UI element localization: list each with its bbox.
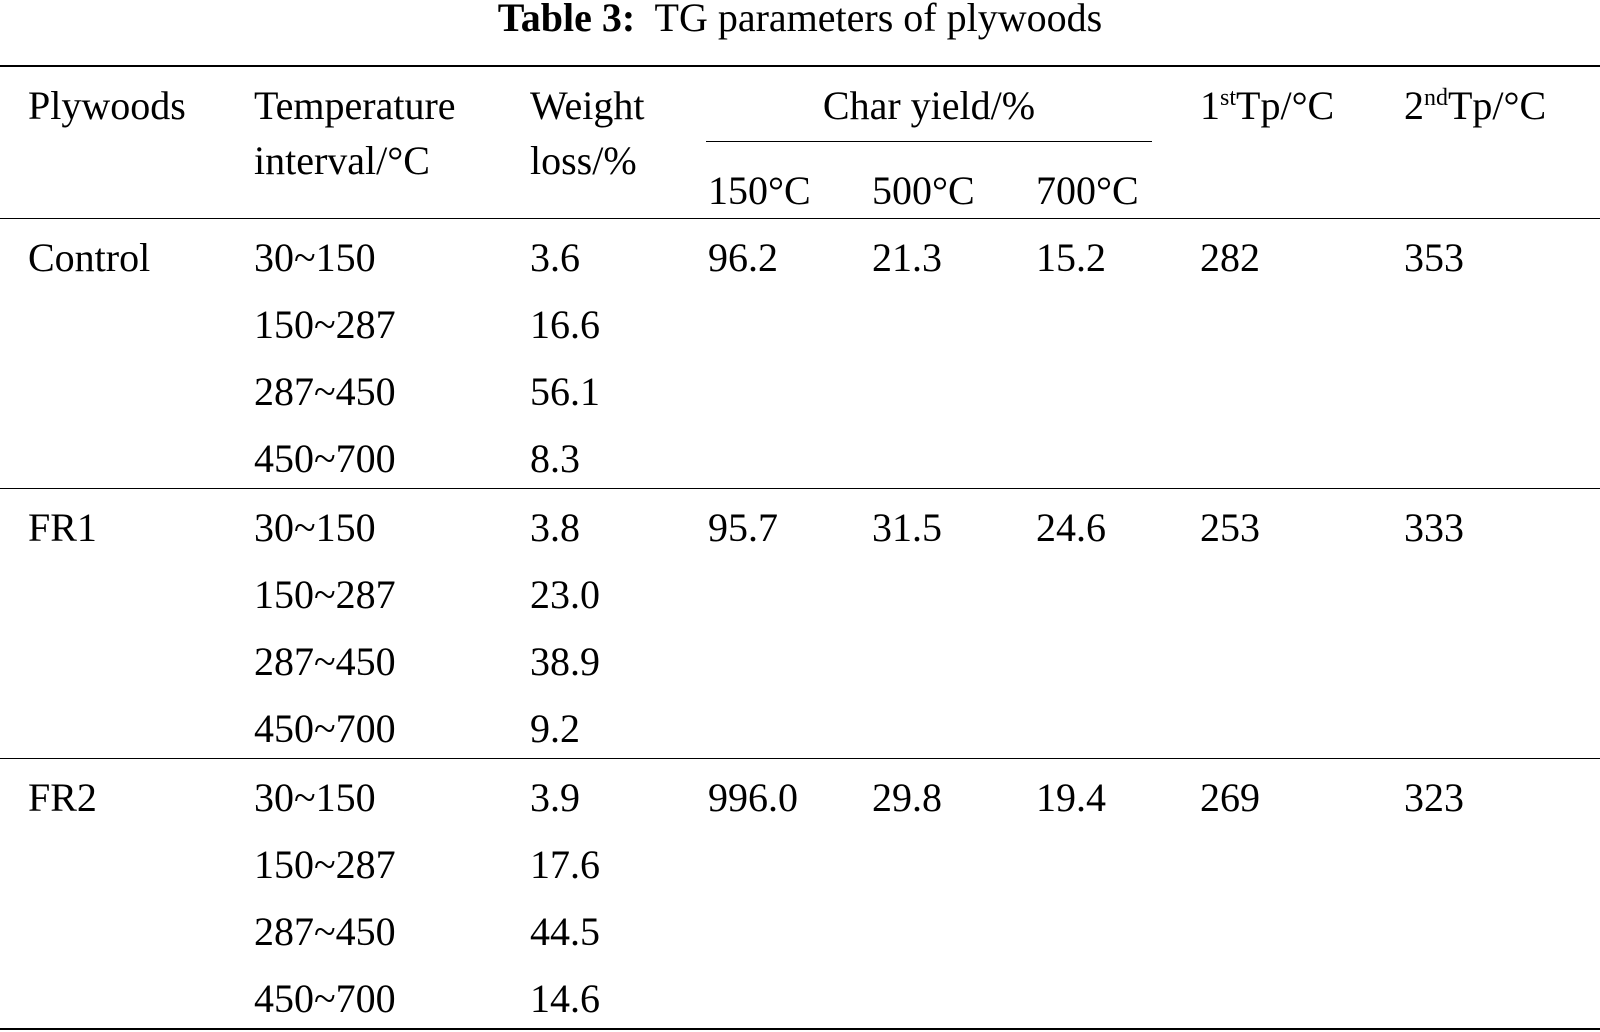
table-caption: Table 3: TG parameters of plywoods — [0, 0, 1600, 40]
header-tp1-sup: st — [1220, 85, 1237, 111]
char-yield-700: 19.4 — [1036, 775, 1106, 820]
row-interval: 450~700 — [254, 436, 396, 481]
caption-text: TG parameters of plywoods — [654, 0, 1103, 40]
header-temperature-line2: interval/°C — [254, 138, 430, 183]
row-interval: 450~700 — [254, 976, 396, 1021]
header-temperature-line1: Temperature — [254, 83, 456, 128]
header-char-yield: Char yield/% — [822, 83, 1036, 128]
header-tp1-rest: Tp/°C — [1236, 83, 1335, 128]
row-interval: 287~450 — [254, 639, 396, 684]
header-tp2-rest: Tp/°C — [1448, 83, 1547, 128]
char-yield-500: 21.3 — [872, 235, 942, 280]
row-interval: 287~450 — [254, 909, 396, 954]
group-divider-1 — [0, 488, 1600, 489]
row-weight-loss: 3.8 — [530, 505, 580, 550]
char-yield-subrule — [706, 141, 1152, 142]
char-yield-500: 29.8 — [872, 775, 942, 820]
group-name: FR1 — [28, 505, 97, 550]
char-yield-150: 95.7 — [708, 505, 778, 550]
row-interval: 150~287 — [254, 842, 396, 887]
header-tp1: 1stTp/°C — [1200, 83, 1334, 129]
header-char-500: 500°C — [872, 168, 975, 213]
row-interval: 287~450 — [254, 369, 396, 414]
row-weight-loss: 14.6 — [530, 976, 600, 1021]
bottom-rule — [0, 1028, 1600, 1030]
header-plywoods: Plywoods — [28, 83, 186, 128]
group-name: FR2 — [28, 775, 97, 820]
header-rule — [0, 218, 1600, 219]
tp2-value: 323 — [1404, 775, 1464, 820]
tp1-value: 269 — [1200, 775, 1260, 820]
header-tp2-sup: nd — [1424, 85, 1448, 111]
header-tp2: 2ndTp/°C — [1404, 83, 1546, 129]
top-rule — [0, 65, 1600, 67]
row-interval: 150~287 — [254, 572, 396, 617]
row-weight-loss: 16.6 — [530, 302, 600, 347]
char-yield-700: 24.6 — [1036, 505, 1106, 550]
row-weight-loss: 44.5 — [530, 909, 600, 954]
header-tp2-num: 2 — [1404, 83, 1424, 128]
row-weight-loss: 56.1 — [530, 369, 600, 414]
char-yield-150: 96.2 — [708, 235, 778, 280]
row-weight-loss: 17.6 — [530, 842, 600, 887]
row-interval: 30~150 — [254, 775, 376, 820]
header-char-150: 150°C — [708, 168, 811, 213]
row-interval: 30~150 — [254, 505, 376, 550]
row-weight-loss: 38.9 — [530, 639, 600, 684]
tp1-value: 253 — [1200, 505, 1260, 550]
row-interval: 150~287 — [254, 302, 396, 347]
header-weight-line1: Weight — [530, 83, 645, 128]
header-weight-line2: loss/% — [530, 138, 637, 183]
row-interval: 450~700 — [254, 706, 396, 751]
caption-label: Table 3: — [497, 0, 636, 40]
header-tp1-num: 1 — [1200, 83, 1220, 128]
header-char-700: 700°C — [1036, 168, 1139, 213]
char-yield-700: 15.2 — [1036, 235, 1106, 280]
char-yield-150: 996.0 — [708, 775, 798, 820]
group-name: Control — [28, 235, 151, 280]
row-weight-loss: 23.0 — [530, 572, 600, 617]
tp2-value: 353 — [1404, 235, 1464, 280]
row-interval: 30~150 — [254, 235, 376, 280]
row-weight-loss: 9.2 — [530, 706, 580, 751]
row-weight-loss: 8.3 — [530, 436, 580, 481]
tp2-value: 333 — [1404, 505, 1464, 550]
char-yield-500: 31.5 — [872, 505, 942, 550]
group-divider-2 — [0, 758, 1600, 759]
row-weight-loss: 3.6 — [530, 235, 580, 280]
tp1-value: 282 — [1200, 235, 1260, 280]
row-weight-loss: 3.9 — [530, 775, 580, 820]
